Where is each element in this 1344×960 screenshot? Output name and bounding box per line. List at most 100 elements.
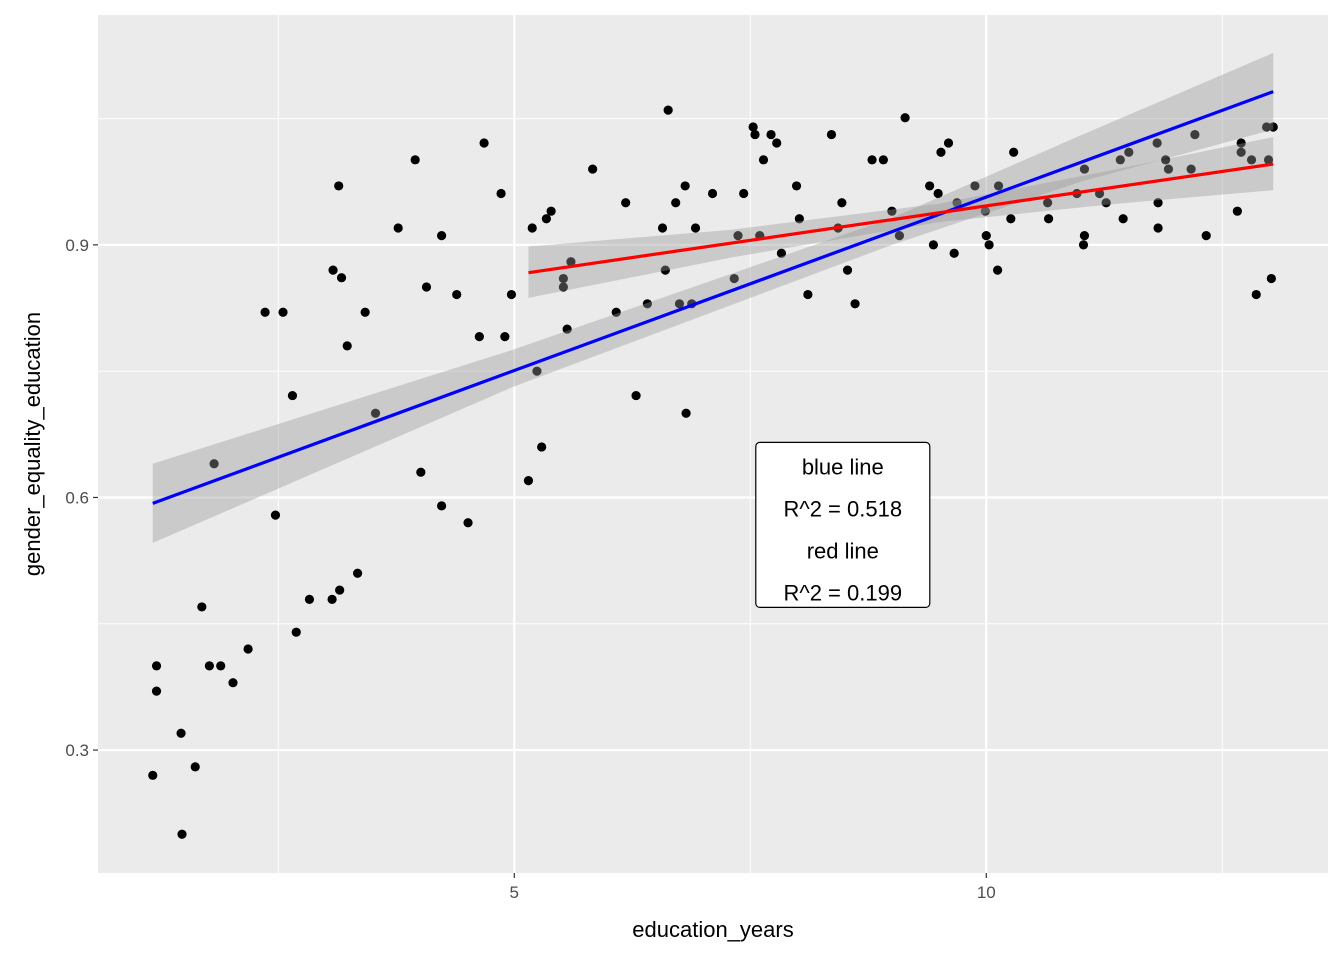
data-point bbox=[479, 138, 489, 148]
data-point bbox=[791, 181, 802, 191]
data-point bbox=[1236, 147, 1246, 157]
data-point bbox=[562, 324, 572, 334]
data-point bbox=[546, 206, 556, 216]
data-point bbox=[278, 307, 288, 317]
data-point bbox=[936, 147, 946, 157]
data-point bbox=[566, 257, 576, 267]
data-point bbox=[1246, 155, 1257, 165]
data-point bbox=[537, 442, 547, 452]
data-points bbox=[148, 105, 1278, 839]
data-point bbox=[739, 188, 749, 199]
data-point bbox=[177, 829, 187, 839]
data-point bbox=[949, 248, 959, 258]
data-point bbox=[197, 602, 207, 612]
y-tick-label: 0.3 bbox=[65, 741, 89, 760]
data-point bbox=[925, 181, 935, 191]
data-point bbox=[1263, 155, 1274, 165]
data-point bbox=[496, 188, 506, 199]
data-point bbox=[532, 366, 542, 376]
data-point bbox=[933, 188, 943, 199]
data-point bbox=[304, 594, 315, 604]
data-point bbox=[204, 661, 214, 671]
data-point bbox=[588, 164, 598, 174]
data-point bbox=[952, 198, 962, 208]
axis-ticks: 5 10 0.3 0.6 0.9 bbox=[65, 236, 995, 902]
data-point bbox=[437, 231, 447, 241]
y-tick-label: 0.6 bbox=[65, 488, 89, 507]
data-point bbox=[1124, 147, 1134, 157]
data-point bbox=[474, 332, 484, 342]
data-point bbox=[1266, 273, 1276, 284]
data-point bbox=[681, 408, 691, 418]
data-point bbox=[1186, 164, 1196, 174]
data-point bbox=[850, 299, 860, 309]
data-point bbox=[621, 198, 631, 208]
fit-line-red bbox=[528, 162, 1274, 275]
data-point bbox=[1079, 231, 1090, 241]
x-tick-label: 5 bbox=[510, 883, 519, 902]
data-point bbox=[826, 129, 837, 140]
data-point bbox=[984, 240, 994, 250]
data-point bbox=[993, 181, 1004, 191]
data-point bbox=[981, 231, 991, 241]
data-point bbox=[867, 155, 877, 165]
fit-line-blue bbox=[152, 90, 1274, 505]
data-point bbox=[1118, 214, 1128, 224]
data-point bbox=[527, 223, 537, 233]
data-point bbox=[500, 332, 510, 342]
data-point bbox=[671, 198, 681, 208]
data-point bbox=[943, 138, 954, 148]
data-point bbox=[663, 105, 673, 115]
data-point bbox=[360, 307, 370, 317]
data-point bbox=[690, 223, 701, 233]
data-point bbox=[1232, 206, 1242, 216]
data-point bbox=[842, 265, 853, 275]
x-axis-title: education_years bbox=[632, 917, 793, 942]
data-point bbox=[287, 390, 298, 401]
data-point bbox=[336, 273, 347, 283]
data-point bbox=[148, 770, 158, 780]
data-point bbox=[1153, 198, 1163, 208]
data-point bbox=[794, 214, 804, 224]
data-point bbox=[1101, 198, 1111, 208]
data-point bbox=[1043, 198, 1053, 208]
data-point bbox=[437, 501, 447, 511]
data-point bbox=[1251, 289, 1261, 300]
data-point bbox=[558, 282, 568, 292]
data-point bbox=[260, 307, 270, 317]
data-point bbox=[980, 206, 990, 216]
data-point bbox=[776, 248, 787, 258]
data-point bbox=[1201, 231, 1211, 241]
data-point bbox=[1009, 147, 1019, 157]
data-point bbox=[878, 155, 888, 165]
data-point bbox=[506, 289, 517, 300]
data-point bbox=[151, 661, 162, 671]
data-point bbox=[1152, 138, 1162, 148]
data-point bbox=[680, 181, 690, 191]
data-point bbox=[327, 594, 337, 604]
data-point bbox=[750, 129, 760, 140]
fit-lines bbox=[152, 90, 1274, 505]
data-point bbox=[209, 459, 219, 469]
data-point bbox=[243, 644, 253, 654]
x-tick-label: 10 bbox=[977, 883, 996, 902]
data-point bbox=[452, 289, 462, 300]
data-point bbox=[772, 138, 782, 148]
data-point bbox=[900, 113, 910, 123]
data-point bbox=[421, 282, 432, 292]
data-point bbox=[928, 240, 939, 250]
data-point bbox=[674, 299, 685, 309]
data-point bbox=[660, 265, 670, 275]
data-point bbox=[657, 223, 668, 233]
data-point bbox=[803, 289, 813, 300]
data-point bbox=[729, 273, 739, 284]
data-point bbox=[642, 299, 652, 309]
data-point bbox=[758, 155, 769, 165]
data-point bbox=[1262, 122, 1272, 132]
data-point bbox=[463, 518, 473, 528]
data-point bbox=[393, 223, 403, 233]
data-point bbox=[1115, 155, 1125, 165]
data-point bbox=[190, 762, 200, 772]
data-point bbox=[558, 273, 568, 284]
data-point bbox=[1078, 240, 1089, 250]
